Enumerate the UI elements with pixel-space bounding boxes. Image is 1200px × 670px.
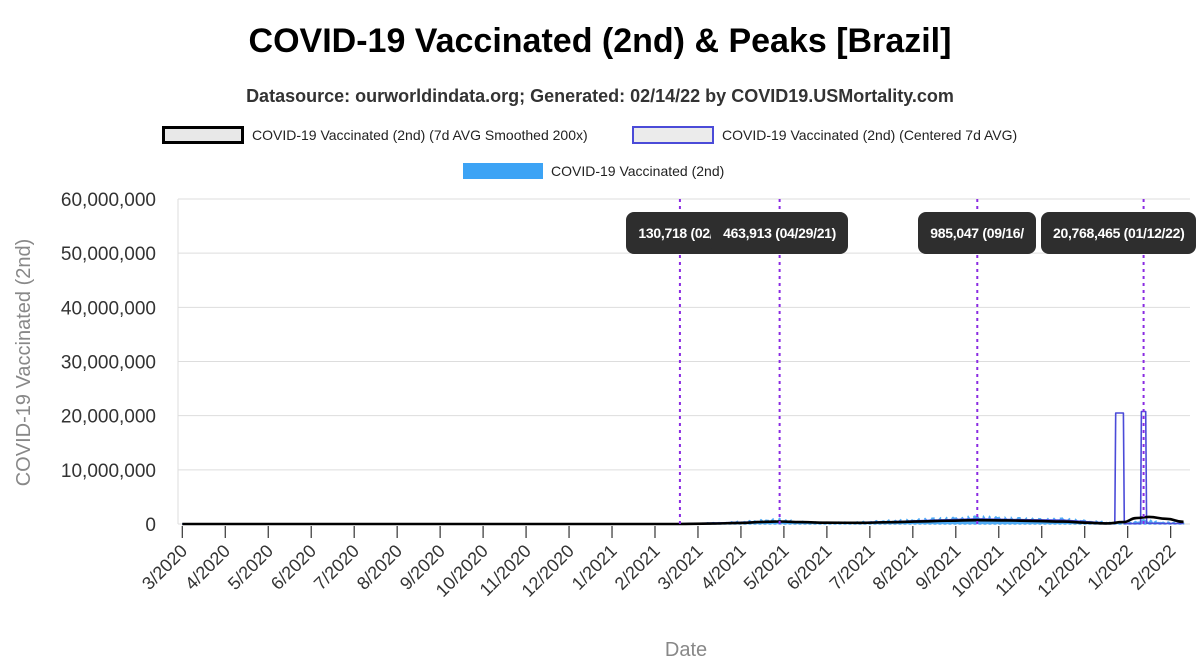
- x-tick-label: 5/2020: [224, 541, 277, 594]
- x-tick-label: 4/2020: [181, 541, 234, 594]
- y-tick-label: 40,000,000: [61, 298, 156, 319]
- legend-item-daily[interactable]: COVID-19 Vaccinated (2nd): [463, 163, 724, 179]
- peak-annotation-3: 985,047 (09/16/: [918, 212, 1036, 254]
- legend-item-smoothed[interactable]: COVID-19 Vaccinated (2nd) (7d AVG Smooth…: [162, 126, 588, 144]
- x-tick-label: 8/2020: [353, 541, 406, 594]
- x-tick-label: 6/2021: [783, 541, 836, 594]
- legend-label-daily: COVID-19 Vaccinated (2nd): [551, 163, 725, 179]
- x-tick-label: 4/2021: [697, 541, 750, 594]
- x-tick-label: 5/2021: [740, 541, 793, 594]
- y-tick-label: 50,000,000: [61, 244, 156, 265]
- x-tick-label: 2/2022: [1126, 541, 1179, 594]
- x-axis-title: Date: [665, 639, 707, 661]
- y-tick-label: 10,000,000: [61, 461, 156, 482]
- y-tick-label: 20,000,000: [61, 407, 156, 428]
- x-tick-label: 2/2021: [611, 541, 664, 594]
- legend-swatch-smoothed: [162, 126, 244, 144]
- x-tick-label: 3/2021: [654, 541, 707, 594]
- peak-annotation-4: 20,768,465 (01/12/22): [1041, 212, 1197, 254]
- x-tick-label: 1/2022: [1083, 541, 1136, 594]
- chart-title: COVID-19 Vaccinated (2nd) & Peaks [Brazi…: [248, 22, 952, 60]
- legend-item-centered[interactable]: COVID-19 Vaccinated (2nd) (Centered 7d A…: [632, 126, 1017, 144]
- legend-label-smoothed: COVID-19 Vaccinated (2nd) (7d AVG Smooth…: [252, 127, 588, 143]
- y-tick-label: 0: [145, 515, 156, 536]
- x-tick-label: 6/2020: [267, 541, 320, 594]
- legend-swatch-daily: [463, 163, 543, 179]
- x-tick-label: 7/2020: [310, 541, 363, 594]
- legend-label-centered: COVID-19 Vaccinated (2nd) (Centered 7d A…: [722, 127, 1018, 143]
- x-tick-label: 7/2021: [826, 541, 879, 594]
- y-axis-title: COVID-19 Vaccinated (2nd): [13, 239, 35, 487]
- x-tick-label: 8/2021: [869, 541, 922, 594]
- x-tick-label: 1/2021: [568, 541, 621, 594]
- y-tick-label: 30,000,000: [61, 353, 156, 374]
- y-tick-label: 60,000,000: [61, 190, 156, 211]
- x-tick-label: 3/2020: [138, 541, 191, 594]
- peak-annotation-2: 463,913 (04/29/21): [711, 212, 849, 254]
- series-centered-line: [182, 410, 1184, 525]
- chart-subtitle: Datasource: ourworldindata.org; Generate…: [246, 86, 954, 106]
- series-smoothed-line: [182, 515, 1184, 526]
- legend-swatch-centered: [632, 126, 714, 144]
